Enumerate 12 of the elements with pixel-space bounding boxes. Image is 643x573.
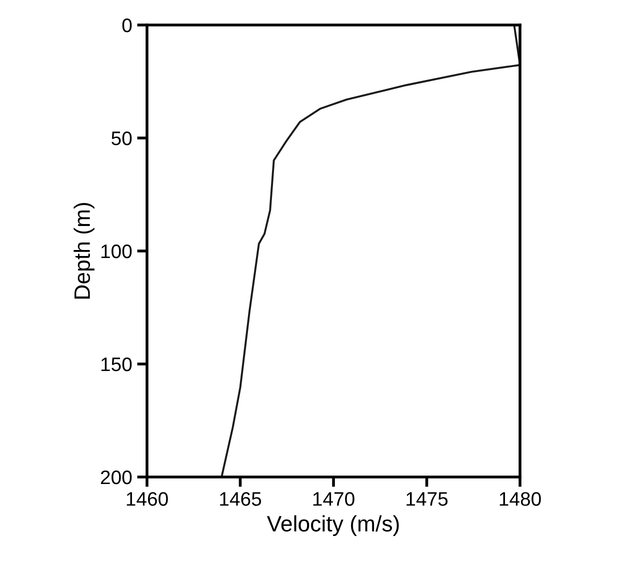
y-tick-label: 50 bbox=[112, 131, 132, 146]
y-axis-title: Depth (m) bbox=[74, 202, 94, 299]
x-tick-label: 1480 bbox=[500, 492, 541, 506]
y-tick-label: 200 bbox=[100, 470, 132, 484]
x-tick-label: 1465 bbox=[220, 492, 262, 506]
y-tick-label: 100 bbox=[101, 244, 132, 258]
y-tick-label: 0 bbox=[122, 18, 132, 32]
x-tick-label: 1470 bbox=[313, 492, 354, 506]
x-tick-label: 1475 bbox=[406, 492, 448, 506]
x-tick-label: 1460 bbox=[126, 492, 168, 506]
x-axis-title: Velocity (m/s) bbox=[266, 515, 399, 536]
y-tick-label: 150 bbox=[101, 357, 132, 372]
